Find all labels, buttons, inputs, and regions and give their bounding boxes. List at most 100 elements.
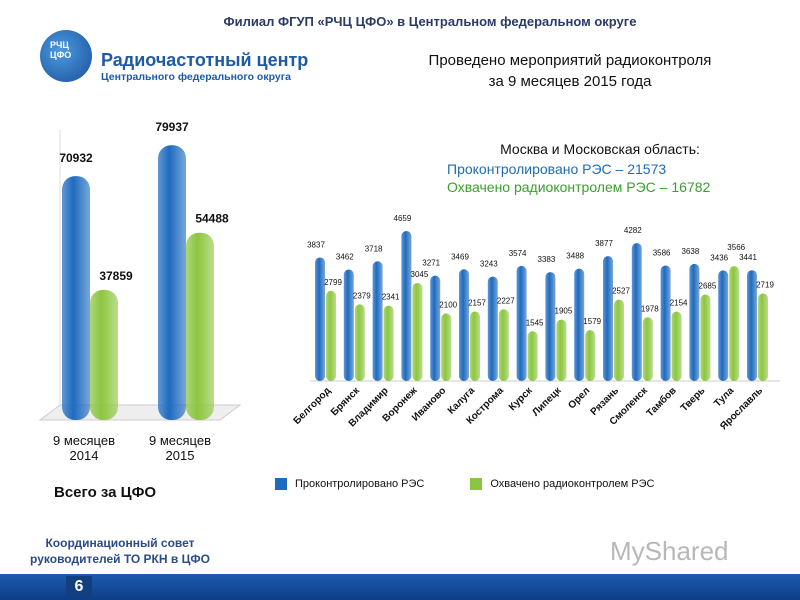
logo-abbr: РЧЦ ЦФО xyxy=(50,40,71,60)
bar-green xyxy=(556,319,567,381)
data-label: 79937 xyxy=(155,120,189,134)
data-label: 70932 xyxy=(59,151,93,165)
bar-blue xyxy=(689,263,700,381)
data-label: 3718 xyxy=(365,244,383,253)
bar-green xyxy=(527,331,538,381)
data-label: 3462 xyxy=(336,253,354,262)
logo-abbr-2: ЦФО xyxy=(50,50,72,60)
bar-green xyxy=(642,317,653,381)
data-label: 1978 xyxy=(641,304,659,313)
bar-green xyxy=(758,293,768,381)
bar-blue xyxy=(62,176,90,420)
category-line: 2015 xyxy=(166,448,195,463)
data-label: 2527 xyxy=(612,287,630,296)
total-label: Всего за ЦФО xyxy=(54,484,157,501)
category-label: Тамбов xyxy=(644,385,679,420)
data-label: 1545 xyxy=(526,318,544,327)
watermark: MyShared xyxy=(610,536,729,566)
bar-blue xyxy=(372,261,383,381)
council-1: Координационный совет xyxy=(45,536,195,550)
data-label: 3243 xyxy=(480,260,498,269)
data-label: 4282 xyxy=(624,226,642,235)
logo-subtitle: Центрального федерального округа xyxy=(101,71,291,83)
data-label: 3877 xyxy=(595,239,613,248)
main-title-2: за 9 месяцев 2015 года xyxy=(488,73,652,90)
category-label: 9 месяцев 2015 xyxy=(149,433,211,463)
footer-band xyxy=(0,574,800,600)
data-label: 37859 xyxy=(99,269,133,283)
category-label: Орел xyxy=(566,385,592,411)
bar-blue xyxy=(430,275,441,381)
data-label: 2685 xyxy=(699,282,717,291)
data-label: 3574 xyxy=(509,249,527,258)
bar-blue xyxy=(315,257,325,381)
data-label: 3271 xyxy=(422,259,440,268)
main-title-1: Проведено мероприятий радиоконтроля xyxy=(428,52,712,69)
bar-green xyxy=(585,330,596,381)
category-label: Белгород xyxy=(292,385,334,427)
legend: Проконтролировано РЭС Охвачено радиоконт… xyxy=(275,478,654,490)
bar-blue xyxy=(718,270,729,381)
category-label: 9 месяцев 2014 xyxy=(53,433,115,463)
category-label: Тула xyxy=(712,385,736,409)
category-line: 9 месяцев xyxy=(53,433,115,448)
main-title: Проведено мероприятий радиоконтроля за 9 … xyxy=(380,50,760,92)
data-label: 3586 xyxy=(653,249,671,258)
page-number: 6 xyxy=(66,576,92,598)
bar-green xyxy=(326,290,336,381)
bar-green xyxy=(383,305,394,381)
council-text: Координационный совет руководителей ТО РК… xyxy=(0,535,240,567)
data-label: 3488 xyxy=(566,252,584,261)
data-label: 3469 xyxy=(451,252,469,261)
data-label: 2154 xyxy=(670,299,688,308)
bar-blue xyxy=(343,269,354,381)
logo-abbr-1: РЧЦ xyxy=(50,40,69,50)
data-label: 2799 xyxy=(324,278,342,287)
category-label: Тверь xyxy=(679,385,708,414)
data-label: 2341 xyxy=(382,293,400,302)
data-label: 3638 xyxy=(682,247,700,256)
header-title: Филиал ФГУП «РЧЦ ЦФО» в Центральном феде… xyxy=(223,14,637,29)
data-label: 2379 xyxy=(353,291,371,300)
data-label: 54488 xyxy=(195,212,229,226)
bar-green xyxy=(671,311,682,381)
bar-green xyxy=(729,266,740,381)
data-label: 2100 xyxy=(439,300,457,309)
bar-green xyxy=(700,294,711,381)
bar-green xyxy=(498,309,509,381)
legend-swatch-blue xyxy=(275,478,287,490)
bar-blue xyxy=(660,265,671,381)
legend-label-controlled: Проконтролировано РЭС xyxy=(295,478,425,490)
data-label: 2157 xyxy=(468,299,486,308)
logo-icon xyxy=(40,30,92,82)
bar-green xyxy=(186,232,214,420)
data-label: 3045 xyxy=(411,270,429,279)
bar-blue xyxy=(603,256,613,381)
category-line: 9 месяцев xyxy=(149,433,211,448)
moscow-title: Москва и Московская область: xyxy=(500,141,700,157)
bar-blue xyxy=(747,270,757,381)
bar-blue xyxy=(487,276,498,381)
moscow-covered: Охвачено радиоконтролем РЭС – 16782 xyxy=(447,179,711,195)
bar-green xyxy=(412,282,423,381)
bar-green xyxy=(470,311,480,381)
bar-blue xyxy=(631,243,642,381)
data-label: 2227 xyxy=(497,296,515,305)
bar-blue xyxy=(158,145,186,421)
legend-swatch-green xyxy=(470,478,483,490)
logo-name: Радиочастотный центр xyxy=(101,50,309,70)
data-label: 3566 xyxy=(727,243,745,252)
bar-blue xyxy=(574,268,585,381)
data-label: 3441 xyxy=(739,253,757,262)
legend-label-covered: Охвачено радиоконтролем РЭС xyxy=(490,478,655,490)
bar-green xyxy=(614,299,624,381)
data-label: 1579 xyxy=(583,317,601,326)
bar-green xyxy=(90,289,118,420)
bar-blue xyxy=(516,265,527,381)
data-label: 1905 xyxy=(555,307,573,316)
category-line: 2014 xyxy=(70,448,99,463)
bar-blue xyxy=(545,272,556,381)
data-label: 2719 xyxy=(756,280,774,289)
